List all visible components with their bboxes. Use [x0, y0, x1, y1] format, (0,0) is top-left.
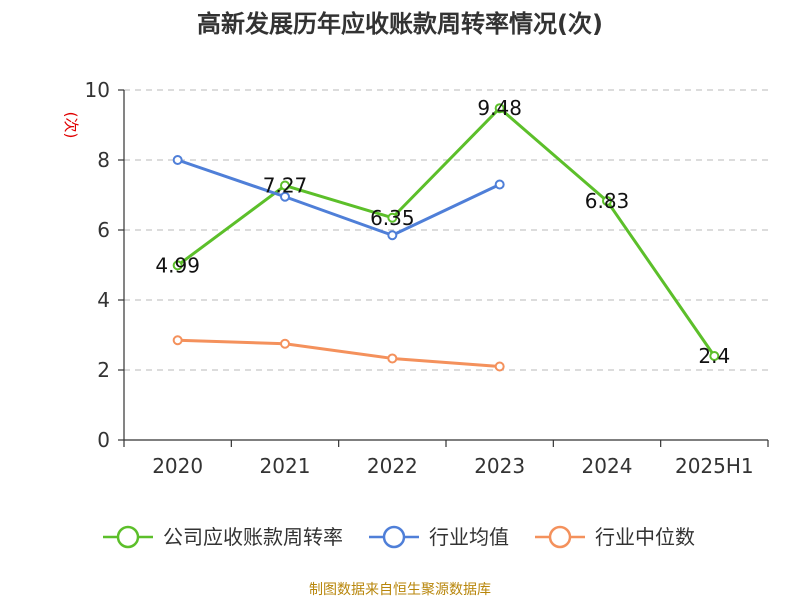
data-point — [172, 155, 183, 165]
legend-marker — [548, 525, 572, 549]
y-tick-label: 0 — [97, 428, 110, 452]
data-point — [494, 103, 505, 114]
legend-label: 行业均值 — [429, 525, 509, 549]
data-point — [387, 353, 398, 364]
series-line — [177, 338, 500, 368]
data-label: 4.99 — [155, 253, 200, 277]
data-label: 2.4 — [698, 344, 730, 368]
y-axis-unit: (次) — [62, 112, 80, 139]
data-point — [494, 361, 505, 372]
data-label: 6.35 — [370, 206, 415, 230]
y-tick-label: 8 — [97, 148, 110, 172]
data-point — [280, 338, 290, 349]
x-tick-label: 2023 — [474, 454, 525, 478]
y-tick-label: 2 — [97, 358, 110, 382]
data-point — [172, 260, 183, 271]
legend-label: 行业中位数 — [595, 525, 695, 549]
series-line — [177, 158, 501, 237]
data-point — [387, 212, 398, 223]
data-label: 6.83 — [585, 189, 630, 213]
data-point — [709, 351, 720, 361]
legend-marker — [382, 525, 406, 549]
x-tick-label: 2021 — [260, 454, 311, 478]
y-tick-label: 10 — [85, 78, 110, 102]
x-tick-label: 2022 — [367, 454, 418, 478]
axes — [118, 89, 769, 447]
data-label: 9.48 — [477, 96, 522, 120]
series-line — [176, 106, 716, 357]
data-point — [387, 230, 398, 241]
data-point — [494, 179, 505, 190]
chart-title: 高新发展历年应收账款周转率情况(次) — [197, 10, 603, 38]
legend-marker — [116, 525, 140, 549]
x-tick-label: 2025H1 — [675, 454, 754, 478]
y-tick-labels: 0 2 4 6 8 10 — [85, 78, 110, 452]
x-tick-labels: 2020 2021 2022 2023 2024 2025H1 — [152, 454, 753, 478]
data-point — [172, 335, 183, 346]
data-point — [280, 180, 290, 191]
data-labels: 4.99 7.27 6.35 9.48 6.83 2.4 — [155, 96, 730, 368]
grid-lines — [124, 89, 768, 371]
y-tick-label: 6 — [97, 218, 110, 242]
x-tick-label: 2020 — [152, 454, 203, 478]
source-note: 制图数据来自恒生聚源数据库 — [309, 582, 491, 598]
legend: 公司应收账款周转率 行业均值 行业中位数 — [103, 525, 695, 549]
data-label: 7.27 — [263, 174, 308, 198]
data-point — [602, 195, 612, 206]
data-point — [280, 191, 290, 202]
series-group — [172, 103, 720, 372]
legend-label: 公司应收账款周转率 — [163, 525, 343, 549]
y-tick-label: 4 — [97, 288, 110, 312]
x-tick-label: 2024 — [582, 454, 633, 478]
